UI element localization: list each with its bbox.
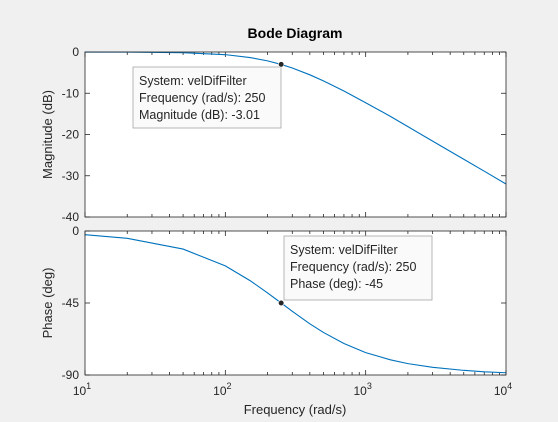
- phase-datatip-marker: [278, 299, 285, 307]
- x-tick-label: 103: [353, 381, 371, 398]
- magnitude-y-tick-label: -10: [62, 86, 80, 100]
- magnitude-y-tick-label: -20: [62, 128, 80, 142]
- magnitude-y-tick-label: -40: [62, 210, 80, 224]
- magnitude-y-tick-label: 0: [72, 45, 79, 59]
- phase-y-axis-label: Phase (deg): [40, 268, 55, 339]
- plot-panels: 0 -10 -20 -30 -40 Magnitude (dB) System: velDi…: [40, 45, 512, 398]
- chart-title: Bode Diagram: [248, 25, 343, 41]
- magnitude-datatip-marker: [278, 61, 285, 68]
- phase-series-line: [84, 234, 507, 374]
- magnitude-series-line: [84, 51, 507, 185]
- magnitude-datatip-box: [132, 66, 282, 129]
- phase-datatip-line: System: velDifFilter: [290, 243, 398, 257]
- phase-y-tick-label: 0: [72, 224, 79, 238]
- phase-y-tick-label: -90: [62, 368, 80, 382]
- magnitude-axes-box: [84, 51, 507, 218]
- magnitude-panel: 0 -10 -20 -30 -40 Magnitude (dB) System: velDi…: [40, 45, 507, 224]
- magnitude-datatip-line: Magnitude (dB): -3.01: [139, 108, 260, 122]
- magnitude-y-axis-label: Magnitude (dB): [40, 90, 55, 179]
- phase-datatip-line: Frequency (rad/s): 250: [290, 260, 416, 274]
- phase-axes-box: [84, 230, 507, 376]
- x-axis-label: Frequency (rad/s): [244, 402, 347, 417]
- magnitude-datatip-line: System: velDifFilter: [139, 74, 247, 88]
- x-tick-label: 104: [494, 381, 512, 398]
- x-tick-labels: 101 102 103 104: [73, 381, 512, 398]
- magnitude-y-tick-label: -30: [62, 169, 80, 183]
- phase-y-tick-label: -45: [62, 296, 80, 310]
- phase-datatip-box: [283, 235, 433, 301]
- phase-panel: 0 -45 -90 Phase (deg) System: velDifFilter Fr…: [40, 224, 507, 382]
- x-tick-label: 101: [73, 381, 91, 398]
- phase-datatip-line: Phase (deg): -45: [290, 277, 383, 291]
- x-tick-label: 102: [213, 381, 231, 398]
- magnitude-datatip-line: Frequency (rad/s): 250: [139, 91, 265, 105]
